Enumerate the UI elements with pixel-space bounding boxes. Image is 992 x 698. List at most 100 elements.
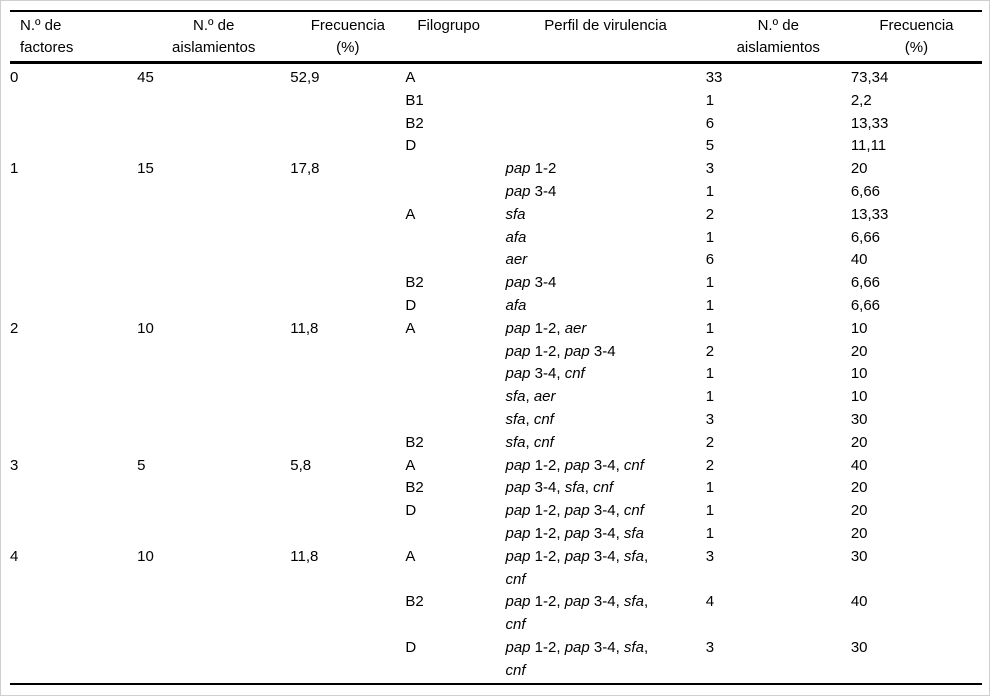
gene-name: pap	[505, 547, 531, 565]
header-row: N.º de factores N.º de aislamientos Frecuenc…	[10, 11, 982, 64]
gene-name: sfa	[623, 547, 644, 565]
gene-name: pap	[564, 342, 590, 360]
cell-frecuencia2: 2,2	[850, 91, 872, 109]
cell-filogrupo	[405, 227, 505, 250]
table-row: sfa, aer 1 10	[10, 386, 982, 409]
cell-filogrupo	[405, 409, 505, 432]
cell-frecuencia	[290, 249, 405, 272]
cell-frecuencia2: 13,33	[850, 205, 889, 223]
gene-name: pap	[505, 342, 531, 360]
cell-filogrupo: B2	[405, 479, 424, 497]
gene-name: pap	[505, 160, 531, 178]
gene-name: pap	[505, 502, 531, 520]
cell-aislamientos: 5	[137, 456, 146, 474]
cell-aislamientos	[137, 90, 290, 113]
gene-name: sfa	[623, 524, 644, 542]
gene-name: pap	[505, 274, 531, 292]
cell-aislamientos2: 1	[705, 91, 715, 109]
cell-factores	[10, 409, 137, 432]
cell-frecuencia	[290, 341, 405, 364]
cell-frecuencia: 52,9	[290, 69, 320, 86]
cell-factores	[10, 637, 137, 684]
cell-frecuencia2: 20	[850, 433, 868, 451]
cell-frecuencia2: 30	[850, 410, 868, 428]
gene-name: pap	[505, 456, 531, 474]
cell-aislamientos2: 3	[705, 547, 715, 565]
cell-frecuencia2: 40	[850, 593, 868, 611]
gene-name: aer	[564, 319, 587, 337]
column-header-line: aislamientos	[172, 39, 256, 56]
cell-factores	[10, 500, 137, 523]
cell-frecuencia2: 6,66	[850, 296, 881, 314]
cell-frecuencia2: 20	[850, 160, 868, 178]
gene-name: pap	[505, 182, 531, 200]
table-row: afa 1 6,66	[10, 227, 982, 250]
table-row: 1 15 17,8 pap 1-2 3 20	[10, 158, 982, 181]
cell-aislamientos2: 3	[705, 410, 715, 428]
cell-frecuencia2: 30	[850, 547, 868, 565]
cell-aislamientos2: 2	[705, 205, 715, 223]
column-header-line: Filogrupo	[417, 17, 480, 34]
cell-aislamientos	[137, 295, 290, 318]
cell-aislamientos: 45	[137, 69, 154, 86]
cell-frecuencia2: 40	[850, 251, 868, 269]
cell-perfil: pap 1-2, pap 3-4, cnf	[505, 456, 644, 474]
cell-perfil: pap 1-2, pap 3-4, cnf	[505, 502, 644, 520]
cell-aislamientos	[137, 272, 290, 295]
column-header-line: (%)	[336, 39, 360, 56]
column-header-frecuencia2: Frecuencia (%)	[850, 11, 982, 64]
cell-aislamientos2: 1	[705, 502, 715, 520]
cell-frecuencia2: 10	[850, 365, 868, 383]
cell-frecuencia2: 10	[850, 388, 868, 406]
gene-name: afa	[505, 228, 527, 246]
cell-aislamientos2: 1	[705, 274, 715, 292]
cell-perfil: pap 1-2, pap 3-4	[505, 342, 616, 360]
cell-filogrupo: D	[405, 296, 417, 314]
gene-name: pap	[505, 479, 531, 497]
cell-filogrupo	[405, 181, 505, 204]
gene-name: cnf	[533, 410, 554, 428]
column-header-line: factores	[20, 39, 74, 56]
cell-filogrupo	[405, 249, 505, 272]
cell-perfil: sfa	[505, 204, 705, 227]
column-header-perfil: Perfil de virulencia	[505, 11, 706, 64]
gene-name: pap	[564, 456, 590, 474]
cell-frecuencia2: 10	[850, 319, 868, 337]
cell-perfil: sfa, cnf	[505, 433, 554, 451]
gene-name: cnf	[533, 433, 554, 451]
table-row: D 5 11,11	[10, 135, 982, 158]
cell-perfil: pap 3-4, cnf	[505, 365, 585, 383]
gene-name: cnf	[505, 661, 526, 679]
table-row: B1 1 2,2	[10, 90, 982, 113]
column-header-line: Frecuencia	[879, 17, 954, 34]
column-header-line: N.º de	[193, 17, 235, 34]
cell-aislamientos	[137, 386, 290, 409]
gene-name: sfa	[564, 479, 585, 497]
cell-frecuencia2: 6,66	[850, 228, 881, 246]
cell-frecuencia: 11,8	[290, 547, 319, 565]
table-row: pap 1-2, pap 3-4 2 20	[10, 341, 982, 364]
cell-factores	[10, 477, 137, 500]
cell-filogrupo: A	[405, 69, 416, 86]
cell-factores	[10, 523, 137, 546]
virulence-table: N.º de factores N.º de aislamientos Frecuenc…	[10, 10, 982, 685]
cell-aislamientos: 10	[137, 319, 154, 337]
cell-aislamientos	[137, 523, 290, 546]
table-row: sfa, cnf 3 30	[10, 409, 982, 432]
gene-name: cnf	[505, 616, 526, 634]
gene-name: aer	[505, 251, 528, 269]
cell-filogrupo: A	[405, 205, 416, 223]
cell-factores	[10, 181, 137, 204]
cell-aislamientos2: 6	[705, 251, 715, 269]
cell-aislamientos2: 1	[705, 296, 715, 314]
column-header-aislamientos: N.º de aislamientos	[137, 11, 291, 64]
cell-filogrupo: A	[405, 456, 416, 474]
cell-factores	[10, 295, 137, 318]
gene-name: pap	[564, 547, 590, 565]
cell-aislamientos2: 1	[705, 228, 715, 246]
cell-frecuencia	[290, 90, 405, 113]
cell-perfil: sfa, cnf	[505, 410, 554, 428]
column-header-line: Frecuencia	[310, 17, 385, 34]
gene-name: cnf	[593, 479, 614, 497]
